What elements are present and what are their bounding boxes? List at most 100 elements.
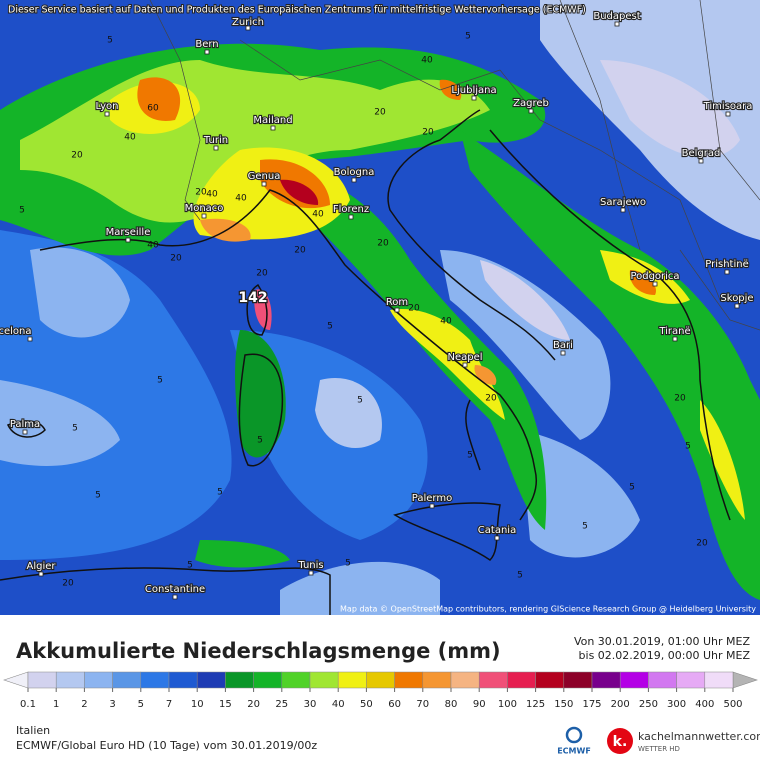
city-marker [270, 125, 276, 131]
ecmwf-logo: ECMWF [557, 747, 591, 756]
brand-mark: k. [613, 734, 628, 750]
ecmwf-icon [565, 726, 583, 744]
colorbar-box [563, 671, 593, 689]
city-label: Monaco [185, 203, 224, 214]
city-marker [27, 336, 33, 342]
field [629, 270, 656, 295]
contour-label: 5 [629, 483, 635, 493]
colorbar-label: 20 [247, 699, 260, 710]
city-marker [725, 111, 731, 117]
city-marker [125, 237, 131, 243]
colorbar-box [225, 671, 254, 689]
colorbar-label: 150 [554, 699, 573, 710]
contour-label: 20 [485, 394, 497, 404]
map-credit: Map data © OpenStreetMap contributors, r… [340, 605, 756, 614]
city-label: Bologna [334, 167, 375, 178]
precipitation-field [0, 0, 760, 615]
colorbar-label: 1 [53, 699, 59, 710]
legend-title: Akkumulierte Niederschlagsmenge (mm) [16, 639, 501, 663]
contour-label: 40 [440, 317, 452, 327]
city-marker [394, 307, 400, 313]
contour-label: 5 [467, 451, 473, 461]
field [315, 378, 382, 449]
contour-label: 20 [195, 188, 207, 198]
city-label: Bari [553, 340, 573, 351]
contour-label: 40 [147, 241, 159, 251]
contour-label: 5 [517, 571, 523, 581]
coastline [238, 353, 284, 467]
contour-label: 5 [345, 559, 351, 569]
city-label: Palma [10, 419, 40, 430]
city-marker [652, 281, 658, 287]
colorbar-label: 40 [332, 699, 345, 710]
colorbar-box [450, 671, 480, 689]
colorbar-label: 5 [138, 699, 144, 710]
city-marker [614, 21, 620, 27]
city-marker [22, 429, 28, 435]
field [195, 540, 290, 568]
field [700, 400, 745, 520]
city-marker [38, 571, 44, 577]
colorbar-box [337, 671, 367, 689]
city-marker [104, 111, 110, 117]
colorbar-label: 300 [667, 699, 686, 710]
contour-label: 5 [72, 424, 78, 434]
city-label: Sarajewo [600, 197, 646, 208]
city-marker [734, 303, 740, 309]
city-label: Ljubljana [451, 85, 496, 96]
colorbar-box [704, 671, 734, 689]
field [290, 170, 547, 530]
city-marker [351, 177, 357, 183]
field [137, 77, 181, 121]
contour-label: 20 [62, 579, 74, 589]
colorbar-box [507, 671, 536, 689]
city-marker [672, 336, 678, 342]
colorbar-box [253, 671, 283, 689]
city-marker [308, 570, 314, 576]
colorbar-label: 400 [695, 699, 714, 710]
city-marker [528, 108, 534, 114]
borders [149, 0, 760, 331]
colorbar-box [648, 671, 677, 689]
city-label: Prishtinë [705, 259, 748, 270]
colorbar-arrow-low [3, 671, 29, 689]
contour-label: 142 [238, 290, 267, 306]
region: Italien [16, 724, 50, 737]
contour-label: 20 [170, 254, 182, 264]
city-marker [213, 145, 219, 151]
field [600, 60, 740, 158]
city-label: Rom [386, 297, 408, 308]
city-label: Tiranë [658, 326, 690, 337]
colorbar-box [394, 671, 424, 689]
contour-label: 20 [71, 151, 83, 161]
colorbar-box [422, 671, 452, 689]
city-marker [620, 207, 626, 213]
city-marker [494, 535, 500, 541]
colorbar-label: 10 [191, 699, 204, 710]
colorbar-box [309, 671, 339, 689]
colorbar-box [27, 671, 57, 689]
field [390, 309, 505, 420]
city-marker [245, 25, 251, 31]
city-marker [724, 269, 730, 275]
city-label: Lyon [95, 101, 118, 112]
colorbar-label: 15 [219, 699, 232, 710]
city-marker [172, 594, 178, 600]
contour-label: 5 [327, 322, 333, 332]
city-marker [698, 158, 704, 164]
contour-label: 5 [582, 522, 588, 532]
city-label: Timisoara [703, 101, 753, 112]
city-label: Genua [248, 171, 281, 182]
colorbar-label: 2 [81, 699, 87, 710]
city-marker [348, 214, 354, 220]
city-label: Marseille [106, 227, 151, 238]
city-marker [429, 503, 435, 509]
contour-label: 40 [235, 194, 247, 204]
colorbar-box [281, 671, 311, 689]
city-label: Mailand [253, 115, 292, 126]
contour-label: 40 [421, 56, 433, 66]
legend-panel: Akkumulierte Niederschlagsmenge (mm) Von… [3, 635, 760, 756]
colorbar-label: 125 [526, 699, 545, 710]
colorbar-label: 80 [445, 699, 458, 710]
